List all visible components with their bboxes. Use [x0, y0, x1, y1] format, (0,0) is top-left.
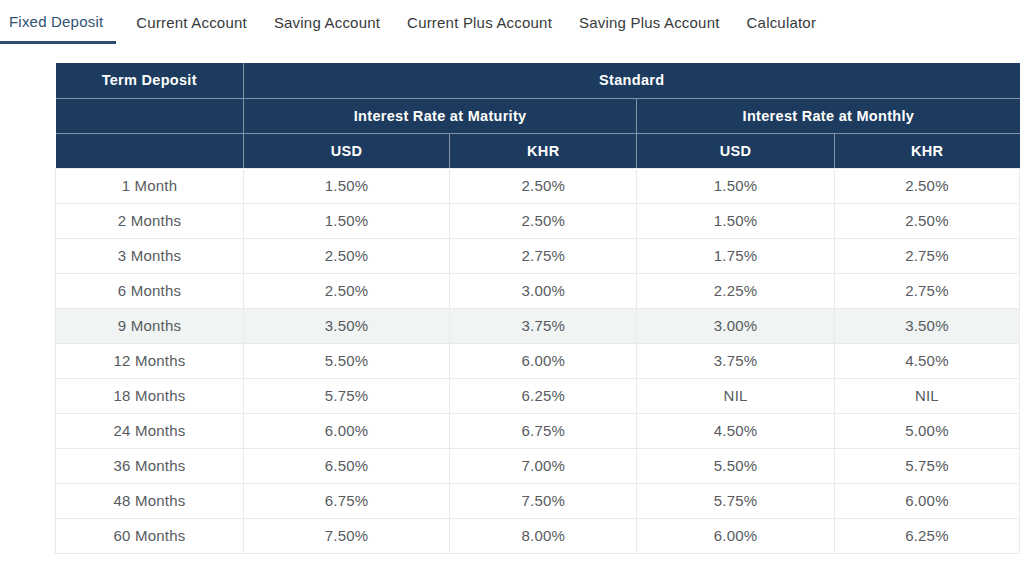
empty-header-cell: [56, 98, 244, 133]
rate-cell: 2.50%: [834, 203, 1019, 238]
rate-cell: 6.00%: [450, 343, 637, 378]
term-cell: 36 Months: [56, 448, 244, 483]
rate-cell: 1.50%: [243, 168, 449, 203]
rate-cell: NIL: [637, 378, 835, 413]
table-row: 18 Months 5.75% 6.25% NIL NIL: [56, 378, 1020, 413]
rate-cell: 2.75%: [834, 238, 1019, 273]
term-cell: 18 Months: [56, 378, 244, 413]
table-row: 24 Months 6.00% 6.75% 4.50% 5.00%: [56, 413, 1020, 448]
term-cell: 2 Months: [56, 203, 244, 238]
standard-group-header: Standard: [243, 63, 1019, 98]
rate-cell: 2.50%: [243, 273, 449, 308]
rate-cell: 1.75%: [637, 238, 835, 273]
rate-cell: 7.50%: [450, 483, 637, 518]
monthly-subgroup-header: Interest Rate at Monthly: [637, 98, 1020, 133]
rate-cell: 1.50%: [243, 203, 449, 238]
rate-cell: 6.75%: [243, 483, 449, 518]
tab-calculator[interactable]: Calculator: [740, 12, 824, 44]
rate-cell: 6.00%: [637, 518, 835, 553]
rate-cell: 7.50%: [243, 518, 449, 553]
rate-cell: 2.50%: [450, 203, 637, 238]
currency-header-usd-monthly: USD: [637, 133, 835, 168]
rate-cell: 6.75%: [450, 413, 637, 448]
term-cell: 1 Month: [56, 168, 244, 203]
interest-rate-table: Term Deposit Standard Interest Rate at M…: [55, 63, 1020, 554]
rate-cell: 7.00%: [450, 448, 637, 483]
rate-cell: 2.50%: [834, 168, 1019, 203]
term-cell: 6 Months: [56, 273, 244, 308]
term-cell: 12 Months: [56, 343, 244, 378]
rate-cell: 6.50%: [243, 448, 449, 483]
rate-cell: 5.75%: [637, 483, 835, 518]
rate-cell: 6.25%: [834, 518, 1019, 553]
maturity-subgroup-header: Interest Rate at Maturity: [243, 98, 636, 133]
term-cell: 9 Months: [56, 308, 244, 343]
rate-cell: 2.75%: [450, 238, 637, 273]
tab-current-account[interactable]: Current Account: [129, 12, 254, 44]
term-cell: 24 Months: [56, 413, 244, 448]
rate-cell: 3.75%: [450, 308, 637, 343]
tab-saving-account[interactable]: Saving Account: [267, 12, 387, 44]
table-row: 1 Month 1.50% 2.50% 1.50% 2.50%: [56, 168, 1020, 203]
rate-cell: 2.25%: [637, 273, 835, 308]
rate-cell: 2.50%: [243, 238, 449, 273]
rate-cell: 4.50%: [834, 343, 1019, 378]
interest-rate-table-wrapper: Term Deposit Standard Interest Rate at M…: [55, 63, 1020, 554]
rate-cell: 1.50%: [637, 203, 835, 238]
term-cell: 48 Months: [56, 483, 244, 518]
table-row: 2 Months 1.50% 2.50% 1.50% 2.50%: [56, 203, 1020, 238]
table-row: 3 Months 2.50% 2.75% 1.75% 2.75%: [56, 238, 1020, 273]
currency-header-khr-monthly: KHR: [834, 133, 1019, 168]
rate-cell: 8.00%: [450, 518, 637, 553]
currency-header-khr-maturity: KHR: [450, 133, 637, 168]
term-deposit-header: Term Deposit: [56, 63, 244, 98]
rate-cell: 6.00%: [834, 483, 1019, 518]
rate-cell: 5.50%: [637, 448, 835, 483]
rate-cell: 2.50%: [450, 168, 637, 203]
table-row: 9 Months 3.50% 3.75% 3.00% 3.50%: [56, 308, 1020, 343]
rate-cell: 2.75%: [834, 273, 1019, 308]
term-cell: 3 Months: [56, 238, 244, 273]
empty-header-cell: [56, 133, 244, 168]
table-row: 36 Months 6.50% 7.00% 5.50% 5.75%: [56, 448, 1020, 483]
rate-cell: 6.25%: [450, 378, 637, 413]
tab-saving-plus-account[interactable]: Saving Plus Account: [572, 12, 727, 44]
tab-current-plus-account[interactable]: Current Plus Account: [400, 12, 559, 44]
rate-cell: 4.50%: [637, 413, 835, 448]
table-row: 48 Months 6.75% 7.50% 5.75% 6.00%: [56, 483, 1020, 518]
rate-cell: 3.75%: [637, 343, 835, 378]
tab-bar: Fixed Deposit Current Account Saving Acc…: [0, 0, 1024, 44]
rate-cell: 6.00%: [243, 413, 449, 448]
rate-cell: 3.00%: [637, 308, 835, 343]
rate-cell: NIL: [834, 378, 1019, 413]
table-row: 12 Months 5.50% 6.00% 3.75% 4.50%: [56, 343, 1020, 378]
rate-cell: 3.00%: [450, 273, 637, 308]
term-cell: 60 Months: [56, 518, 244, 553]
rate-cell: 5.75%: [834, 448, 1019, 483]
rate-cell: 1.50%: [637, 168, 835, 203]
rate-cell: 5.75%: [243, 378, 449, 413]
rate-cell: 3.50%: [834, 308, 1019, 343]
rate-cell: 5.50%: [243, 343, 449, 378]
currency-header-usd-maturity: USD: [243, 133, 449, 168]
table-row: 6 Months 2.50% 3.00% 2.25% 2.75%: [56, 273, 1020, 308]
rate-cell: 5.00%: [834, 413, 1019, 448]
tab-fixed-deposit[interactable]: Fixed Deposit: [0, 11, 116, 44]
table-row: 60 Months 7.50% 8.00% 6.00% 6.25%: [56, 518, 1020, 553]
rate-cell: 3.50%: [243, 308, 449, 343]
